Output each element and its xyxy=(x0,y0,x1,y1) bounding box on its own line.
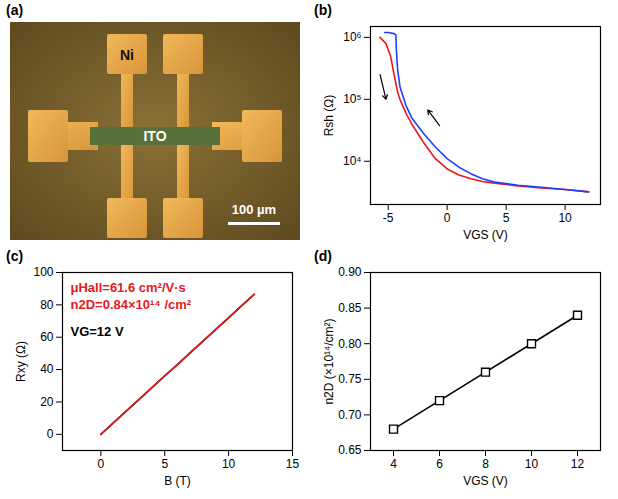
svg-text:5: 5 xyxy=(503,211,510,225)
svg-text:VGS (V): VGS (V) xyxy=(463,474,508,488)
html-text:(d): (d) xyxy=(314,248,332,264)
svg-text:12: 12 xyxy=(571,457,585,471)
svg-text:μHall=61.6 cm²/V·s: μHall=61.6 cm²/V·s xyxy=(71,280,186,295)
html-text:(a): (a) xyxy=(6,2,24,18)
svg-text:0: 0 xyxy=(444,211,451,225)
svg-text:4: 4 xyxy=(390,457,397,471)
svg-text:Rsh (Ω): Rsh (Ω) xyxy=(322,95,336,137)
svg-text:0.70: 0.70 xyxy=(338,408,362,422)
html-text:(c): (c) xyxy=(6,248,24,264)
svg-text:Rxy (Ω): Rxy (Ω) xyxy=(14,341,28,382)
svg-text:0.80: 0.80 xyxy=(338,337,362,351)
svg-text:ITO: ITO xyxy=(143,128,166,144)
svg-text:10⁵: 10⁵ xyxy=(343,92,361,106)
svg-text:10⁶: 10⁶ xyxy=(343,30,361,44)
svg-text:8: 8 xyxy=(482,457,489,471)
svg-text:10⁴: 10⁴ xyxy=(343,154,362,168)
svg-text:0: 0 xyxy=(47,427,54,441)
svg-text:0.75: 0.75 xyxy=(338,372,362,386)
svg-text:60: 60 xyxy=(40,330,54,344)
svg-text:10: 10 xyxy=(525,457,539,471)
svg-text:n2D=0.84×10¹⁴ /cm²: n2D=0.84×10¹⁴ /cm² xyxy=(71,297,192,312)
svg-text:0.65: 0.65 xyxy=(338,443,362,457)
svg-text:5: 5 xyxy=(161,457,168,471)
svg-text:100 µm: 100 µm xyxy=(232,202,276,217)
svg-text:0: 0 xyxy=(97,457,104,471)
svg-text:n2D (×10¹⁴/cm²): n2D (×10¹⁴/cm²) xyxy=(322,318,336,404)
svg-text:0.85: 0.85 xyxy=(338,301,362,315)
svg-text:20: 20 xyxy=(40,395,54,409)
html-text:(b): (b) xyxy=(314,2,332,18)
svg-text:B (T): B (T) xyxy=(164,474,191,488)
svg-text:80: 80 xyxy=(40,298,54,312)
svg-text:VG=12 V: VG=12 V xyxy=(71,324,124,339)
svg-text:10: 10 xyxy=(558,211,572,225)
svg-text:6: 6 xyxy=(436,457,443,471)
svg-text:Ni: Ni xyxy=(120,47,134,63)
svg-text:-5: -5 xyxy=(383,211,394,225)
svg-text:15: 15 xyxy=(286,457,300,471)
svg-text:VGS (V): VGS (V) xyxy=(463,228,508,242)
svg-text:0.90: 0.90 xyxy=(338,265,362,279)
svg-text:40: 40 xyxy=(40,362,54,376)
svg-text:100: 100 xyxy=(33,265,53,279)
svg-text:10: 10 xyxy=(222,457,236,471)
